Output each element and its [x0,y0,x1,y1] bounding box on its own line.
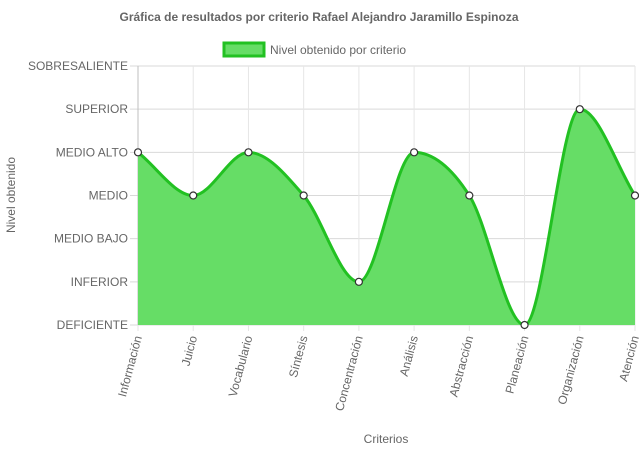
y-axis-ticks: DEFICIENTE INFERIOR MEDIO BAJO MEDIO MEDIO A… [28,59,128,332]
x-tick-label: Atención [616,334,639,383]
y-tick-label: MEDIO BAJO [54,232,128,246]
legend[interactable]: Nivel obtenido por criterio [222,41,406,58]
data-point[interactable] [410,148,419,157]
data-point[interactable] [465,191,474,200]
x-axis-ticks: Información Juicio Vocabulario Síntesis Conc… [115,334,639,413]
series-line [137,107,637,327]
x-tick-label: Vocabulario [226,334,256,399]
x-tick-label: Abstracción [446,334,476,398]
x-tick-label: Síntesis [286,334,311,379]
legend-label: Nivel obtenido por criterio [270,43,406,57]
data-point[interactable] [520,320,529,330]
data-point[interactable] [133,148,143,157]
x-axis-title: Criterios [364,432,409,446]
x-tick-label: Análisis [397,334,421,378]
chart-title: Gráfica de resultados por criterio Rafae… [119,10,518,24]
y-tick-label: SUPERIOR [65,102,128,116]
data-point[interactable] [354,277,363,286]
data-point[interactable] [630,191,639,200]
y-tick-label: MEDIO [89,189,128,203]
x-tick-label: Organización [555,334,587,406]
y-tick-label: MEDIO ALTO [56,145,128,159]
x-tick-label: Juicio [179,334,201,368]
x-tick-label: Concentración [332,334,366,412]
y-tick-label: INFERIOR [71,275,129,289]
y-axis-title: Nivel obtenido [4,157,18,233]
legend-swatch [222,41,266,58]
data-point[interactable] [244,148,253,157]
x-tick-label: Información [115,334,145,398]
y-tick-label: SOBRESALIENTE [28,59,128,73]
x-tick-label: Planeación [503,334,532,395]
data-point[interactable] [575,105,584,114]
series-area [137,107,637,327]
data-point[interactable] [189,191,198,200]
y-tick-label: DEFICIENTE [57,318,128,332]
series-points [133,105,639,330]
data-point[interactable] [299,191,308,200]
